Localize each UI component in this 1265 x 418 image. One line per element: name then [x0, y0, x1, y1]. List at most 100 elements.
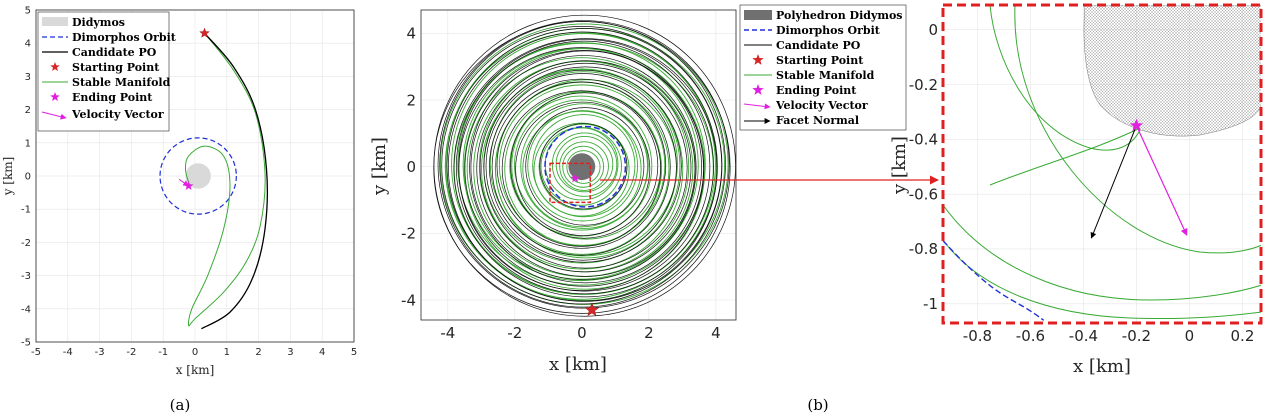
candidate-po-line [201, 32, 268, 330]
panel-b-yticks: -4 -2 0 2 4 [401, 25, 416, 310]
stable-manifold-ring [466, 57, 696, 280]
panel-a-xtick-label: -1 [158, 347, 168, 358]
stable-manifold-ring [440, 23, 729, 305]
legend-polyhedron-swatch [744, 10, 772, 20]
panel-a-ytick-label: -1 [21, 205, 31, 216]
panel-b-zoom: -0.8 -0.6 -0.4 -0.2 0 0.2 -1 -0.8 -0.6 -0.4 -0.2 0… [889, 3, 1263, 377]
dimorphos-orbit-segment [943, 240, 1045, 321]
panel-a-xtick-label: 2 [255, 347, 261, 358]
manifold-arc-4 [943, 204, 1261, 301]
panel-a: -5 -4 -3 -2 -1 0 1 2 3 4 5 -5 -4 -3 -2 -1 0 1 2 3 4 5 x [km]… [1, 6, 357, 415]
stable-manifold-ring [566, 150, 601, 184]
panel-b: -4 -2 0 2 4 -4 -2 0 2 4 x [km] y [km] Polyhedron… [369, 4, 939, 414]
stable-manifold-rings [440, 23, 729, 305]
candidate-po-rings [433, 14, 736, 317]
legend-ending-point-label: Ending Point [72, 91, 153, 104]
panel-b-xlabel: x [km] [549, 354, 607, 375]
candidate-po-ring [433, 14, 736, 317]
panel-a-xticks: -5 -4 -3 -2 -1 0 1 2 3 4 5 [31, 347, 357, 358]
stable-manifold-ring [533, 122, 630, 217]
stable-manifold-ring [504, 91, 663, 247]
candidate-po-ring [496, 81, 667, 249]
manifold-arc-3 [989, 127, 1141, 186]
panel-zoom-ytick-label: -0.2 [909, 76, 938, 94]
ending-point-marker [1129, 118, 1144, 132]
stable-manifold-ring [481, 69, 684, 270]
stable-manifold-ring [498, 84, 666, 246]
stable-manifold-ring [522, 110, 642, 228]
panel-a-yticks: -5 -4 -3 -2 -1 0 1 2 3 4 5 [21, 6, 31, 349]
legend-velocity-vector-label: Velocity Vector [71, 108, 164, 121]
stable-manifold-ring [514, 99, 649, 231]
panel-zoom-xtick-label: 0.2 [1231, 327, 1255, 345]
panel-zoom-xtick-label: -0.2 [1122, 327, 1151, 345]
panel-a-ytick-label: -4 [21, 304, 31, 315]
zoom-border [941, 3, 1263, 325]
legend-starting-point-label: Starting Point [776, 54, 864, 67]
panel-b-ytick-label: -2 [401, 225, 416, 243]
velocity-vector-arrow [1135, 125, 1188, 236]
legend-dimorphos-orbit-label: Dimorphos Orbit [72, 31, 177, 44]
panel-a-xlabel: x [km] [176, 363, 215, 377]
legend-didymos-swatch [42, 17, 68, 26]
candidate-po-ring [455, 39, 714, 295]
panel-b-axes-frame [420, 9, 737, 321]
manifold-arc-5 [943, 239, 1261, 320]
legend-dimorphos-orbit-label: Dimorphos Orbit [776, 24, 881, 37]
candidate-po-ring [437, 20, 730, 309]
panel-zoom-xtick-label: -0.8 [963, 327, 992, 345]
stable-manifold-ring [562, 145, 605, 188]
panel-a-legend: Didymos Dimorphos Orbit Candidate PO Sta… [37, 11, 177, 132]
panel-zoom-ytick-label: 0 [928, 21, 938, 39]
panel-a-xtick-label: -5 [31, 347, 41, 358]
candidate-po-ring [441, 25, 723, 305]
candidate-po-ring [510, 92, 659, 239]
candidate-po-ring [448, 31, 718, 302]
stable-manifold-arcs [943, 5, 1261, 320]
panel-a-xtick-label: -4 [63, 347, 73, 358]
facet-normal-arrow [1090, 125, 1137, 239]
legend-box [37, 11, 170, 132]
starting-point-marker [199, 27, 210, 38]
candidate-po-ring [525, 107, 645, 226]
legend-polyhedron-label: Polyhedron Didymos [776, 9, 903, 22]
ending-point-marker [183, 180, 194, 191]
legend-ending-point-star [752, 84, 764, 95]
panel-b-ytick-label: 2 [406, 91, 416, 109]
panel-zoom-xtick-label: -0.4 [1069, 327, 1098, 345]
panel-a-ytick-label: 1 [25, 138, 31, 149]
caption-a: (a) [170, 396, 191, 414]
legend-candidate-po-label: Candidate PO [72, 46, 157, 59]
stable-manifold-ring [520, 103, 648, 229]
candidate-po-ring [485, 69, 682, 263]
panel-b-plot-area [433, 14, 736, 317]
legend-stable-manifold-label: Stable Manifold [776, 69, 875, 82]
panel-b-ytick-label: 0 [406, 158, 416, 176]
panel-b-ylabel: y [km] [369, 137, 390, 196]
panel-a-ytick-label: -5 [21, 338, 31, 349]
panel-zoom-plot-area [943, 5, 1261, 321]
stable-manifold-ring [527, 110, 638, 222]
candidate-po-ring [469, 50, 702, 284]
candidate-po-ring [470, 55, 697, 281]
panel-a-xtick-label: 3 [287, 347, 293, 358]
stable-manifold-ring [551, 132, 618, 197]
candidate-po-ring [489, 73, 677, 261]
panel-zoom-ytick-label: -0.6 [909, 185, 938, 203]
legend-stable-manifold-label: Stable Manifold [72, 76, 171, 89]
dimorphos-orbit [544, 125, 627, 208]
manifold-arc-2 [1014, 5, 1261, 254]
panel-a-ytick-label: -3 [21, 271, 31, 282]
panel-b-xtick-label: -2 [507, 324, 522, 342]
stable-manifold-ring [451, 33, 716, 295]
panel-a-xtick-label: 1 [224, 347, 230, 358]
manifold-arc-1 [989, 5, 1141, 151]
panel-a-xtick-label: 5 [351, 347, 357, 358]
panel-b-xtick-label: 0 [577, 324, 587, 342]
ending-point-marker [570, 173, 580, 183]
polyhedron-didymos-mesh [1083, 5, 1261, 137]
panel-a-ylabel: y [km] [1, 157, 15, 197]
panel-a-ytick-label: 2 [25, 105, 31, 116]
panel-zoom-ylabel: y [km] [889, 136, 910, 195]
